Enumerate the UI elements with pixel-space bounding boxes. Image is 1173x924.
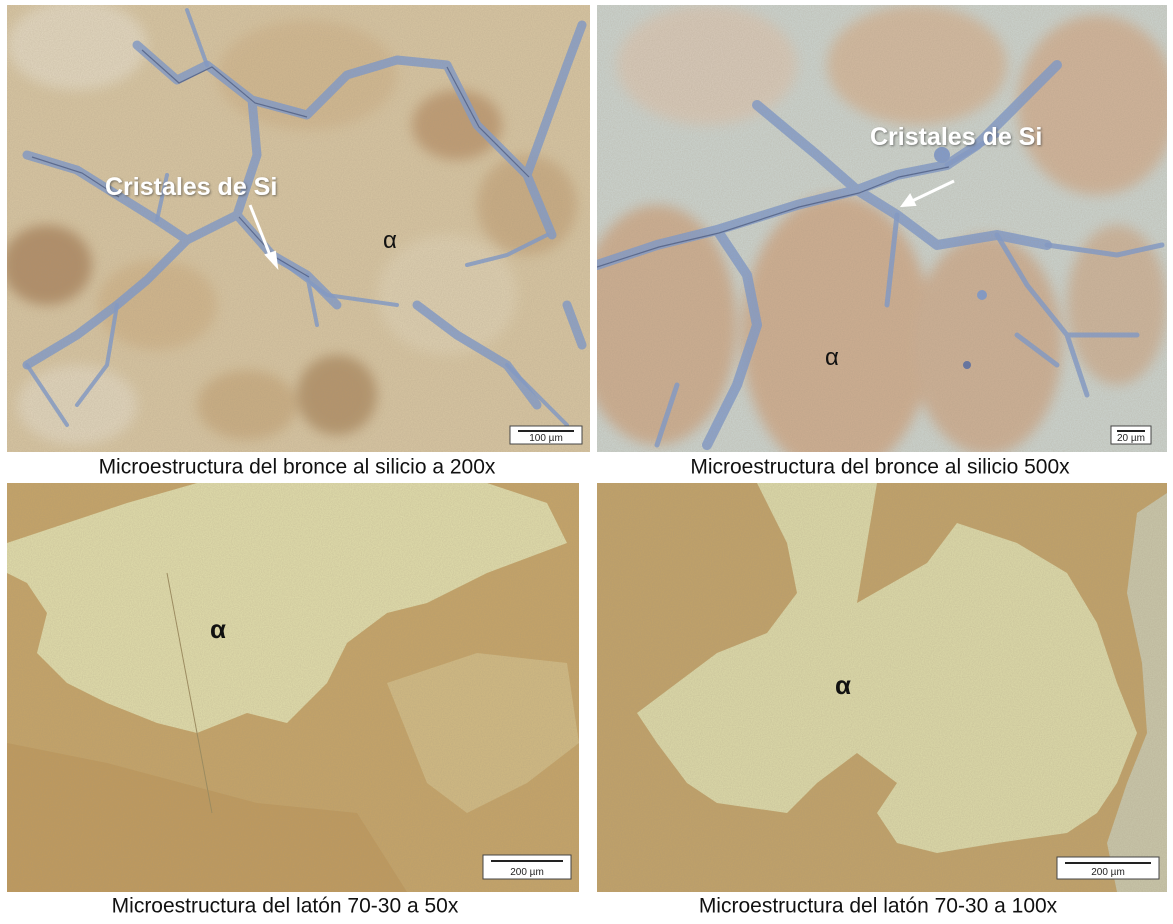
annotation-label: Cristales de Si	[870, 123, 1042, 151]
annotation-label: Cristales de Si	[105, 173, 277, 201]
scale-bar-label: 100 µm	[529, 433, 563, 444]
annotation-shape	[248, 204, 274, 261]
annotation-label: α	[210, 614, 226, 644]
annotation-label: α	[825, 344, 839, 371]
annotation-label: α	[383, 227, 397, 254]
micrograph: Cristales de Si α 20 µm	[597, 5, 1167, 452]
annotation-label: α	[835, 670, 851, 700]
texture-shape	[7, 483, 579, 892]
micrograph: Cristales de Si α 100 µm	[7, 5, 590, 452]
caption: Microestructura del bronce al silicio 50…	[690, 456, 1070, 479]
caption: Microestructura del latón 70-30 a 100x	[699, 895, 1058, 918]
annotation-shape	[899, 193, 917, 208]
texture-shape	[597, 5, 1167, 452]
micrograph: α 200 µm	[597, 483, 1167, 892]
scale-bar-label: 200 µm	[1091, 867, 1125, 878]
scale-bar-label: 200 µm	[510, 867, 544, 878]
annotation-shape	[911, 179, 955, 203]
annotation-shape	[264, 250, 279, 271]
texture-shape	[597, 483, 1167, 892]
caption: Microestructura del bronce al silicio a …	[99, 456, 496, 479]
texture-shape	[7, 5, 590, 452]
caption: Microestructura del latón 70-30 a 50x	[112, 895, 459, 918]
micrograph: α 200 µm	[7, 483, 579, 892]
scale-bar-label: 20 µm	[1117, 433, 1145, 444]
texture-shape	[482, 854, 572, 880]
